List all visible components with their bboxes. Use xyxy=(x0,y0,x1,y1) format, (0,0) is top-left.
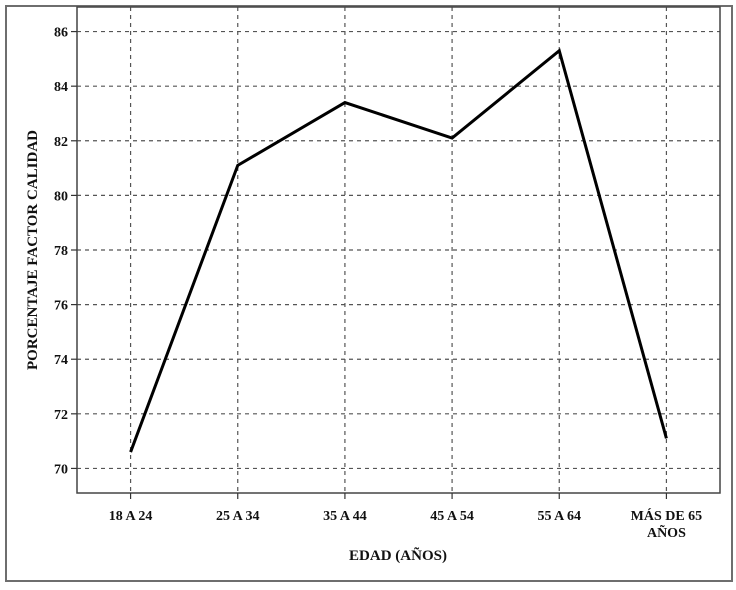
series-lines xyxy=(129,48,668,453)
x-tick-label: 35 A 44 xyxy=(323,509,367,524)
y-tick-label: 78 xyxy=(54,244,68,259)
x-tick-label-line: 35 A 44 xyxy=(323,509,367,524)
y-tick-label: 84 xyxy=(54,80,68,95)
x-tick-label-line: 45 A 54 xyxy=(430,509,474,524)
chart-frame xyxy=(5,5,733,582)
y-tick-label: 74 xyxy=(54,353,68,368)
y-tick-label: 72 xyxy=(54,408,68,423)
x-axis-label: EDAD (AÑOS) xyxy=(349,546,447,564)
y-tick-label: 70 xyxy=(54,462,68,477)
y-tick-label: 86 xyxy=(54,26,68,41)
x-tick-label: 18 A 24 xyxy=(109,509,153,524)
x-tick-label-line: 55 A 64 xyxy=(537,509,581,524)
y-axis-label: PORCENTAJE FACTOR CALIDAD xyxy=(25,130,41,370)
y-tick-label: 82 xyxy=(54,135,68,150)
y-tick-label: 80 xyxy=(54,189,68,204)
x-tick-label-line: 25 A 34 xyxy=(216,509,260,524)
x-tick-label-line: AÑOS xyxy=(647,523,686,541)
y-tick-label: 76 xyxy=(54,299,68,314)
x-tick-label: 45 A 54 xyxy=(430,509,474,524)
grid xyxy=(77,7,720,493)
series-line xyxy=(129,48,668,453)
x-tick-label: MÁS DE 65 AÑOS xyxy=(631,507,703,541)
axis-ticks: 70 72 74 76 78 80 82 84 86 18 A 24 25 A 34 35 A 44 4… xyxy=(54,26,702,541)
x-tick-label-line: 18 A 24 xyxy=(109,509,153,524)
x-tick-label-line: MÁS DE 65 xyxy=(631,507,703,524)
x-tick-label: 25 A 34 xyxy=(216,509,260,524)
x-tick-label: 55 A 64 xyxy=(537,509,581,524)
